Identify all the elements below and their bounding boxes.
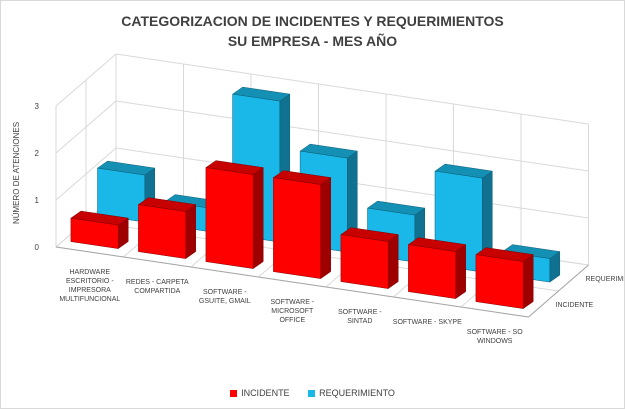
- chart-title-line-1: CATEGORIZACION DE INCIDENTES Y REQUERIMI…: [121, 13, 504, 29]
- bar-side-incidente: [387, 234, 399, 290]
- bar-side-incidente: [455, 244, 466, 300]
- bar-side-incidente: [522, 254, 534, 310]
- y-tick-label: 3: [35, 102, 40, 111]
- chart-legend: INCIDENTE REQUERIMIENTO: [1, 388, 624, 399]
- x-tick-label: HARDWARE ESCRITORIO -IMPRESORA MULTIFUNCIO…: [59, 269, 120, 303]
- y-axis-title: NÚMERO DE ATENCIONES: [12, 122, 21, 224]
- x-tick-label: REDES - CARPETA COMPARTIDA: [126, 279, 189, 295]
- bar-incidente: [475, 247, 534, 310]
- bar-front-incidente: [70, 217, 119, 249]
- y-tick-label: 2: [35, 149, 40, 158]
- x-tick-label: SOFTWARE -SINTAD: [338, 309, 382, 325]
- bar-front-incidente: [408, 244, 456, 299]
- bar-front-incidente: [340, 234, 389, 289]
- bar-incidente: [340, 227, 399, 290]
- depth-axis-label: REQUERIMIENTO: [586, 276, 625, 283]
- depth-axis-line: [528, 264, 589, 318]
- x-tick-label: SOFTWARE -GSUITE, GMAIL: [199, 289, 251, 305]
- legend-swatch-requerimiento: [308, 389, 316, 397]
- bar-incidente: [407, 237, 467, 300]
- chart-title: CATEGORIZACION DE INCIDENTES Y REQUERIMI…: [1, 11, 624, 51]
- y-tick-label: 0: [35, 243, 40, 252]
- legend-label-requerimiento: REQUERIMIENTO: [319, 388, 395, 398]
- bar-front-incidente: [205, 167, 254, 269]
- x-tick-label: SOFTWARE - SO WINDOWS: [467, 329, 523, 345]
- legend-item-requerimiento: REQUERIMIENTO: [308, 388, 395, 398]
- depth-axis-label: INCIDENTE: [556, 302, 594, 309]
- legend-label-incidente: INCIDENTE: [241, 388, 290, 398]
- bar-side-incidente: [320, 177, 331, 280]
- bars: [70, 86, 561, 310]
- y-tick-label: 1: [35, 196, 40, 205]
- chart-title-line-2: SU EMPRESA - MES AÑO: [227, 33, 398, 49]
- legend-swatch-incidente: [230, 389, 238, 397]
- bar-incidente: [272, 170, 332, 280]
- bar-front-incidente: [475, 254, 524, 309]
- back-wall-gridline: [115, 100, 589, 172]
- x-tick-label: SOFTWARE -MICROSOFT OFFICE: [270, 299, 314, 324]
- bar-incidente: [70, 210, 129, 250]
- bar-front-incidente: [138, 204, 186, 259]
- x-tick-label: SOFTWARE - SKYPE: [393, 319, 462, 326]
- bar-incidente: [205, 160, 264, 270]
- back-wall-gridline: [115, 53, 589, 125]
- bar-front-incidente: [273, 177, 321, 279]
- legend-item-incidente: INCIDENTE: [230, 388, 290, 398]
- bar-side-incidente: [185, 204, 196, 260]
- bar-front-requerimiento: [97, 167, 146, 223]
- bar-side-incidente: [252, 167, 264, 270]
- category-axis-line: [55, 246, 529, 318]
- bar-incidente: [137, 197, 197, 260]
